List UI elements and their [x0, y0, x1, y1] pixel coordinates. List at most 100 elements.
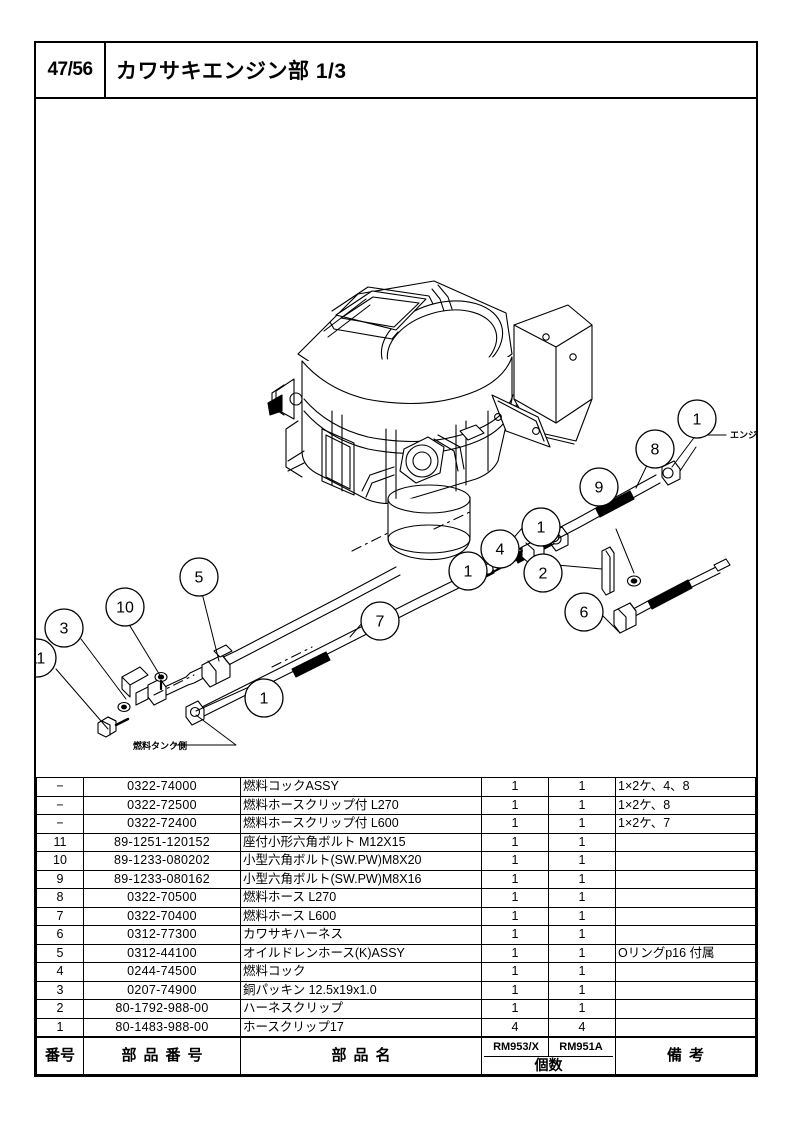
drawing-title: カワサキエンジン部 1/3 [116, 60, 347, 83]
kawasaki-harness [613, 558, 731, 634]
cell-no: 11 [36, 832, 84, 852]
cell-part_name: 燃料ホース L600 [240, 906, 482, 926]
cell-remarks [615, 980, 756, 1000]
cell-remarks [615, 999, 756, 1019]
cell-part_number: 0312-77300 [83, 925, 241, 945]
balloon-10: 10 [105, 587, 145, 627]
cell-part_name: 燃料ホースクリップ付 L600 [240, 814, 482, 834]
table-row: 6 0312-77300 カワサキハーネス 1 1 [36, 925, 756, 945]
cell-remarks [615, 925, 756, 945]
cell-part_name: 燃料コックASSY [240, 777, 482, 797]
balloon-9: 9 [579, 467, 619, 507]
cell-remarks [615, 832, 756, 852]
cell-no: 1 [36, 1017, 84, 1038]
balloon-number: 3 [60, 621, 69, 638]
table-row: 5 0312-44100 オイルドレンホース(K)ASSY 1 1 Oリングp16 付属 [36, 943, 756, 963]
parts-table-container: −0322-74000 燃料コックASSY 1 1 1×2ケ、4、8−0322-7250… [36, 777, 756, 1075]
engine-side-label: エンジン側 [730, 429, 756, 440]
cell-no: − [36, 777, 84, 797]
cell-no: 4 [36, 962, 84, 982]
cell-part_name: 燃料コック [240, 962, 482, 982]
balloon-number: 2 [539, 566, 548, 583]
cell-no: 8 [36, 888, 84, 908]
cell-remarks [615, 906, 756, 926]
balloon-circle [36, 638, 57, 678]
cell-remarks [615, 962, 756, 982]
cell-qty2: 1 [548, 999, 616, 1019]
oil-drain-hose-assembly [121, 566, 401, 706]
cell-qty1: 1 [481, 980, 549, 1000]
cell-part_number: 0322-72500 [83, 795, 241, 815]
balloon-1: 1 [448, 551, 488, 591]
cell-part_number: 0207-74900 [83, 980, 241, 1000]
cell-no: 2 [36, 999, 84, 1019]
balloon-number: 6 [580, 605, 589, 622]
balloon-number: 1 [260, 691, 269, 708]
cell-no: 10 [36, 851, 84, 871]
bolt-11-washer-3 [97, 701, 131, 738]
balloon-circle [244, 678, 284, 718]
cell-no: 5 [36, 943, 84, 963]
cell-qty2: 1 [548, 962, 616, 982]
balloon-circle [360, 601, 400, 641]
balloon-number: 1 [464, 564, 473, 581]
cell-qty1: 1 [481, 777, 549, 797]
table-row: 8 0322-70500 燃料ホース L270 1 1 [36, 888, 756, 908]
header-model-2: RM951A [559, 1041, 603, 1053]
parts-table-header-row: 番号 部品番号 部品名 RM953/X RM951A 個数 備考 [36, 1036, 756, 1075]
cell-remarks: 1×2ケ、4、8 [615, 777, 756, 797]
table-row: 3 0207-74900 銅パッキン 12.5x19x1.0 1 1 [36, 980, 756, 1000]
cell-part_number: 89-1233-080162 [83, 869, 241, 889]
cell-remarks [615, 1017, 756, 1038]
cell-qty1: 1 [481, 925, 549, 945]
center-lines [153, 510, 473, 696]
cell-qty2: 1 [548, 832, 616, 852]
cell-qty1: 4 [481, 1017, 549, 1038]
balloon-number: 9 [595, 480, 604, 497]
table-row: 10 89-1233-080202 小型六角ボルト(SW.PW)M8X20 1 1 [36, 851, 756, 871]
cell-part_name: 銅パッキン 12.5x19x1.0 [240, 980, 482, 1000]
cell-qty2: 1 [548, 906, 616, 926]
table-row: 7 0322-70400 燃料ホース L600 1 1 [36, 906, 756, 926]
cell-no: 3 [36, 980, 84, 1000]
balloon-5: 5 [179, 557, 219, 597]
cell-qty2: 1 [548, 888, 616, 908]
parts-illustration: エンジン側 燃料タンク側 1891241675103111 [36, 99, 756, 821]
cell-qty1: 1 [481, 906, 549, 926]
balloon-circle [677, 399, 717, 439]
cell-part_name: オイルドレンホース(K)ASSY [240, 943, 482, 963]
cell-qty1: 1 [481, 814, 549, 834]
balloon-circle [521, 507, 561, 547]
cell-qty2: 1 [548, 851, 616, 871]
cell-part_number: 0322-70500 [83, 888, 241, 908]
balloon-circle [579, 467, 619, 507]
cell-part_number: 0322-72400 [83, 814, 241, 834]
cell-remarks [615, 851, 756, 871]
cell-no: 9 [36, 869, 84, 889]
cell-part_name: ホースクリップ17 [240, 1017, 482, 1038]
balloon-number: 7 [376, 614, 385, 631]
cell-part_name: 小型六角ボルト(SW.PW)M8X16 [240, 869, 482, 889]
balloon-number: 11 [36, 651, 45, 668]
balloon-11: 11 [36, 638, 57, 678]
balloon-circle [179, 557, 219, 597]
balloon-3: 3 [44, 608, 84, 648]
balloon-callouts: 1891241675103111 [36, 399, 717, 718]
table-row: 1 80-1483-988-00 ホースクリップ17 4 4 [36, 1017, 756, 1038]
cell-qty2: 1 [548, 795, 616, 815]
cell-part_number: 80-1483-988-00 [83, 1017, 241, 1038]
balloon-number: 1 [537, 520, 546, 537]
header-model-1: RM953/X [484, 1038, 549, 1056]
table-row: −0322-72500 燃料ホースクリップ付 L270 1 1 1×2ケ、8 [36, 795, 756, 815]
fuel-tank-side-label: 燃料タンク側 [133, 740, 187, 751]
cell-qty2: 1 [548, 980, 616, 1000]
cell-part_number: 89-1233-080202 [83, 851, 241, 871]
balloon-4: 4 [480, 529, 520, 569]
cell-qty1: 1 [481, 999, 549, 1019]
header-part-number: 部品番号 [83, 1036, 241, 1075]
header-part-name: 部品名 [240, 1036, 482, 1075]
cell-qty2: 1 [548, 777, 616, 797]
cell-remarks: 1×2ケ、7 [615, 814, 756, 834]
balloon-circle [480, 529, 520, 569]
table-row: 9 89-1233-080162 小型六角ボルト(SW.PW)M8X16 1 1 [36, 869, 756, 889]
